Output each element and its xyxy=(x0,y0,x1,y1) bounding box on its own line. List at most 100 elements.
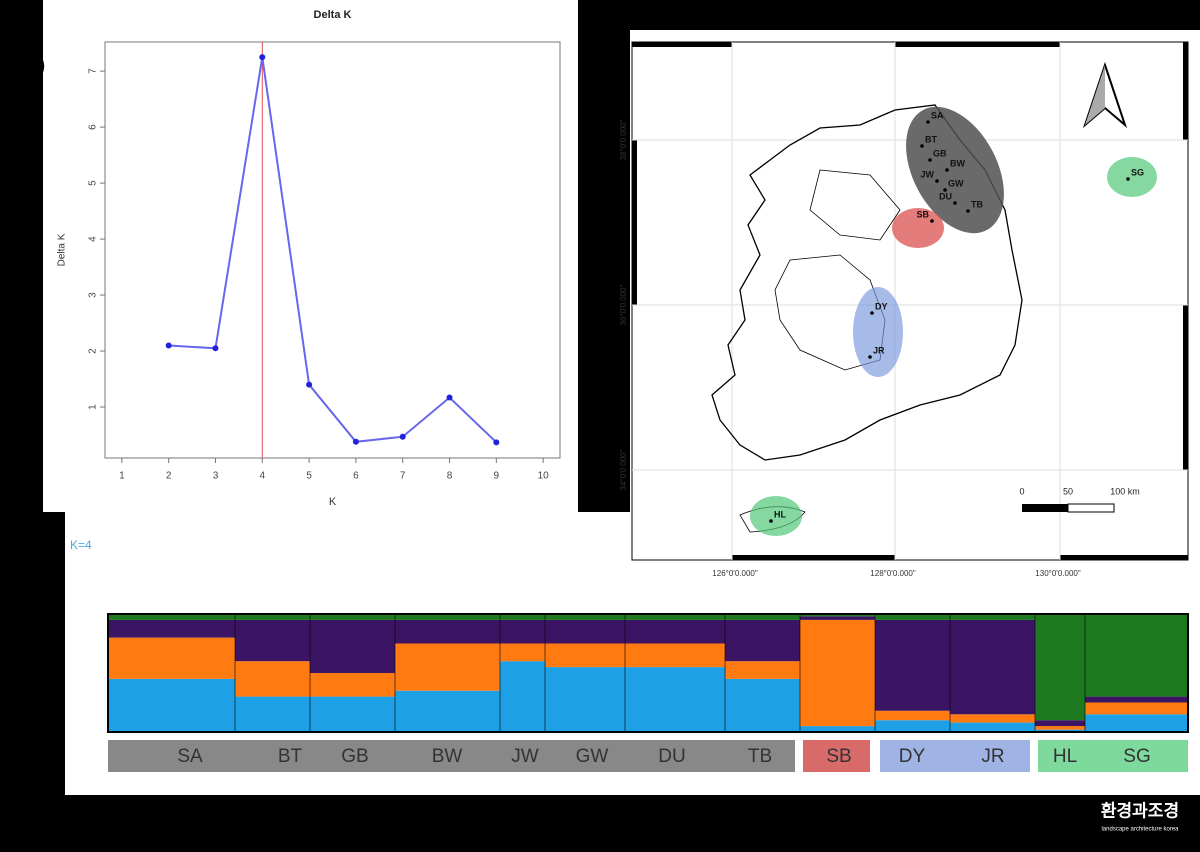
bar-segment xyxy=(395,619,500,644)
bar-segment xyxy=(1085,614,1188,697)
bar-segment xyxy=(725,661,800,679)
bar-segment xyxy=(625,643,725,668)
bar-segment xyxy=(1035,720,1085,727)
site-point xyxy=(769,519,773,523)
data-line xyxy=(168,56,498,444)
site-point xyxy=(920,144,924,148)
panel-label: a) xyxy=(26,52,46,77)
plot-frame xyxy=(107,613,1189,733)
watermark-title: 환경과조경 xyxy=(1101,801,1179,820)
bar-segment xyxy=(875,614,950,620)
bar-segment xyxy=(395,690,500,732)
site-label: GW xyxy=(948,178,964,188)
north-arrow xyxy=(1085,65,1105,125)
y-tick-label: 3 xyxy=(88,292,99,298)
category-label: TB xyxy=(748,746,772,767)
bar-segment xyxy=(950,714,1035,723)
y-tick-label: 1 xyxy=(88,404,99,410)
bar-segment xyxy=(1085,714,1188,732)
bar-segment xyxy=(310,619,395,673)
frame-bar xyxy=(1183,305,1188,470)
bar-segment xyxy=(545,643,625,668)
category-label: JR xyxy=(981,746,1004,767)
bar-segment xyxy=(235,696,310,732)
bar-segment xyxy=(875,720,950,732)
site-point xyxy=(943,188,947,192)
site-label: SB xyxy=(916,209,929,219)
bar-segment xyxy=(625,614,725,620)
x-tick-label: 10 xyxy=(538,471,550,482)
x-axis-label: K xyxy=(329,496,337,508)
x-tick-label: 6 xyxy=(353,471,359,482)
bar-segment xyxy=(545,619,625,644)
group-box xyxy=(880,740,1030,772)
group-box xyxy=(1038,740,1188,772)
x-tick-label: 1 xyxy=(119,471,125,482)
site-label: JW xyxy=(921,169,935,179)
data-point xyxy=(306,381,313,388)
cluster-ellipse xyxy=(892,208,944,248)
category-label: GB xyxy=(341,746,368,767)
site-point xyxy=(953,201,957,205)
lat-label: 36°0'0.000" xyxy=(619,284,628,325)
site-label: HL xyxy=(774,509,786,519)
scale-label: 50 xyxy=(1063,486,1073,496)
bar-segment xyxy=(800,726,875,732)
bar-segment xyxy=(950,722,1035,732)
bar-segment xyxy=(1035,726,1085,730)
category-label: SA xyxy=(177,746,203,767)
bar-segment xyxy=(725,678,800,732)
bar-segment xyxy=(875,619,950,711)
lon-label: 130°0'0.000" xyxy=(1035,569,1081,578)
bar-segment xyxy=(800,619,875,727)
bar-segment xyxy=(875,710,950,721)
bar-segment xyxy=(108,678,235,732)
chart-title: Delta K xyxy=(314,9,352,21)
lon-label: 128°0'0.000" xyxy=(870,569,916,578)
frame-bar xyxy=(895,42,1060,47)
lon-label: 126°0'0.000" xyxy=(712,569,758,578)
group-box xyxy=(108,740,795,772)
y-tick-label: 2 xyxy=(88,348,99,354)
map: 126°0'0.000" 128°0'0.000" 130°0'0.000" 38°0… xyxy=(619,41,1189,578)
site-label: BT xyxy=(925,134,937,144)
site-label: JR xyxy=(873,345,885,355)
site-point xyxy=(1126,177,1130,181)
site-point xyxy=(926,120,930,124)
bar-segment xyxy=(545,614,625,620)
site-label: SA xyxy=(931,110,944,120)
bar-segment xyxy=(545,667,625,732)
bar-segment xyxy=(500,661,545,732)
site-label: BW xyxy=(950,158,965,168)
x-tick-label: 3 xyxy=(213,471,219,482)
bar-segment xyxy=(500,643,545,662)
bar-segment xyxy=(395,643,500,691)
deltak-panel xyxy=(43,0,578,512)
plot-frame xyxy=(104,41,561,459)
scale-bar xyxy=(1067,503,1115,513)
frame-bar xyxy=(1060,555,1188,560)
y-tick-label: 4 xyxy=(88,236,99,242)
site-point xyxy=(930,219,934,223)
category-label: BW xyxy=(432,746,463,767)
x-tick-label: 8 xyxy=(447,471,453,482)
category-label: HL xyxy=(1053,746,1077,767)
lat-label: 38°0'0.000" xyxy=(619,119,628,160)
cluster-ellipse xyxy=(853,287,903,377)
korea-outline xyxy=(711,104,1023,461)
category-label: DU xyxy=(658,746,685,767)
bar-segment xyxy=(500,614,545,620)
data-point xyxy=(352,438,359,445)
site-label: DY xyxy=(875,301,888,311)
frame-bar xyxy=(632,140,637,305)
frame-bar xyxy=(632,42,732,47)
bar-segment xyxy=(108,619,235,638)
bar-segment xyxy=(235,614,310,620)
cluster-ellipse xyxy=(906,106,1004,234)
watermark-subtitle: landscape architecture korea xyxy=(1101,827,1179,833)
data-point xyxy=(399,433,406,440)
data-point xyxy=(259,54,266,61)
bar-segment xyxy=(108,637,235,679)
